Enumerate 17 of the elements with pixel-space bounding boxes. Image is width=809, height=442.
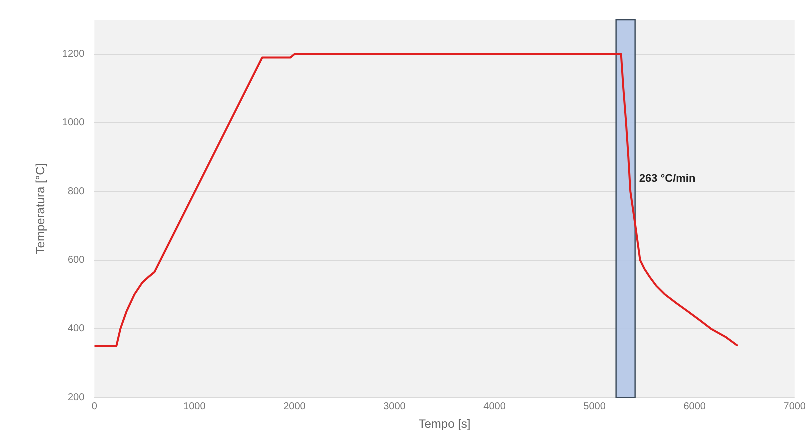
y-tick-label: 800: [68, 186, 86, 198]
x-tick-label: 3000: [384, 401, 406, 412]
x-tick-label: 1000: [184, 401, 206, 412]
x-tick-label: 7000: [784, 401, 806, 412]
y-tick-label: 1200: [62, 49, 86, 60]
x-tick-label: 2000: [284, 401, 306, 412]
y-tick-label: 200: [68, 392, 86, 404]
y-axis-title: Temperatura [°C]: [34, 163, 48, 254]
x-tick-label: 4000: [484, 401, 506, 412]
y-tick-label: 1000: [62, 118, 86, 129]
x-tick-label: 6000: [684, 401, 706, 412]
y-tick-label: 600: [68, 255, 86, 266]
band-label: 263 °C/min: [639, 172, 696, 185]
x-tick-label: 0: [92, 401, 98, 412]
x-tick-label: 5000: [584, 401, 606, 412]
x-axis-title: Tempo [s]: [418, 417, 471, 432]
y-tick-label: 400: [68, 324, 86, 335]
